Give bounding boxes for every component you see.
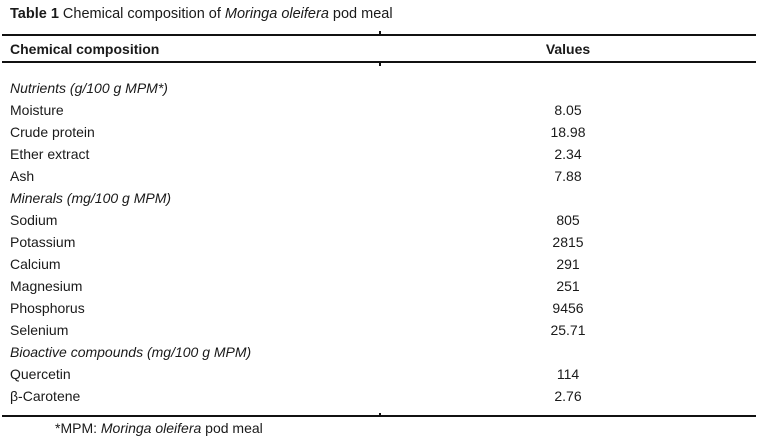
row-value: 2.76: [554, 388, 582, 404]
table-row: Phosphorus 9456: [2, 297, 756, 319]
footnote-species: Moringa oleifera: [100, 420, 202, 436]
column-header-values: Values: [545, 40, 591, 57]
row-value: 291: [556, 256, 580, 272]
section-label: Minerals (mg/100 g MPM): [10, 190, 172, 206]
table-row: Potassium 2815: [2, 231, 756, 253]
row-label: Selenium: [10, 322, 69, 338]
table-row: β-Carotene 2.76: [2, 385, 756, 407]
table-row: Quercetin 114: [2, 363, 756, 385]
row-label: Ash: [10, 168, 35, 184]
table-row: Ether extract 2.34: [2, 143, 756, 165]
row-label: Calcium: [10, 256, 61, 272]
row-label: Crude protein: [10, 124, 95, 140]
table-caption-number: Table 1: [10, 6, 59, 22]
row-value: 2815: [552, 234, 584, 250]
row-value: 18.98: [550, 124, 586, 140]
table-row: Magnesium 251: [2, 275, 756, 297]
table-caption-text-pre: Chemical composition of: [58, 6, 225, 22]
footnote-text-pre: *MPM:: [55, 420, 101, 436]
table-caption-species: Moringa oleifera: [224, 6, 329, 22]
row-value: 805: [556, 212, 580, 228]
row-label: Quercetin: [10, 366, 71, 382]
row-label: Magnesium: [10, 278, 83, 294]
row-label: Ether extract: [10, 146, 90, 162]
table-caption-text-post: pod meal: [328, 6, 393, 22]
composition-table: Chemical composition Values Nutrients (g…: [2, 31, 756, 417]
table-header-row: Chemical composition Values: [2, 36, 756, 63]
section-label: Bioactive compounds (mg/100 g MPM): [10, 344, 252, 360]
column-header-chemical-composition: Chemical composition: [10, 40, 160, 57]
row-value: 8.05: [554, 102, 582, 118]
row-label: Sodium: [10, 212, 58, 228]
table-body: Nutrients (g/100 g MPM*) Moisture 8.05 C…: [2, 63, 756, 415]
table-row: Ash 7.88: [2, 165, 756, 187]
table-row: Selenium 25.71: [2, 319, 756, 341]
section-label: Nutrients (g/100 g MPM*): [10, 80, 168, 96]
section-row-bioactive-compounds: Bioactive compounds (mg/100 g MPM): [2, 341, 756, 363]
row-label: Moisture: [10, 102, 64, 118]
row-label: β-Carotene: [10, 388, 81, 404]
column-divider-tick: [379, 31, 381, 34]
row-label: Potassium: [10, 234, 76, 250]
column-divider-tick: [379, 413, 381, 416]
column-divider-tick: [379, 63, 381, 66]
row-value: 25.71: [550, 322, 586, 338]
table-row: Sodium 805: [2, 209, 756, 231]
row-value: 114: [556, 366, 580, 382]
table-row: Moisture 8.05: [2, 99, 756, 121]
table-row: Crude protein 18.98: [2, 121, 756, 143]
row-value: 9456: [552, 300, 584, 316]
row-label: Phosphorus: [10, 300, 85, 316]
section-row-nutrients: Nutrients (g/100 g MPM*): [2, 77, 756, 99]
footnote-text-post: pod meal: [201, 420, 263, 436]
table-caption: Table 1 Chemical composition of Moringa …: [10, 6, 393, 22]
row-value: 7.88: [554, 168, 582, 184]
table-footnote: *MPM: Moringa oleifera pod meal: [55, 420, 263, 436]
section-row-minerals: Minerals (mg/100 g MPM): [2, 187, 756, 209]
table-row: Calcium 291: [2, 253, 756, 275]
row-value: 2.34: [554, 146, 582, 162]
row-value: 251: [556, 278, 580, 294]
